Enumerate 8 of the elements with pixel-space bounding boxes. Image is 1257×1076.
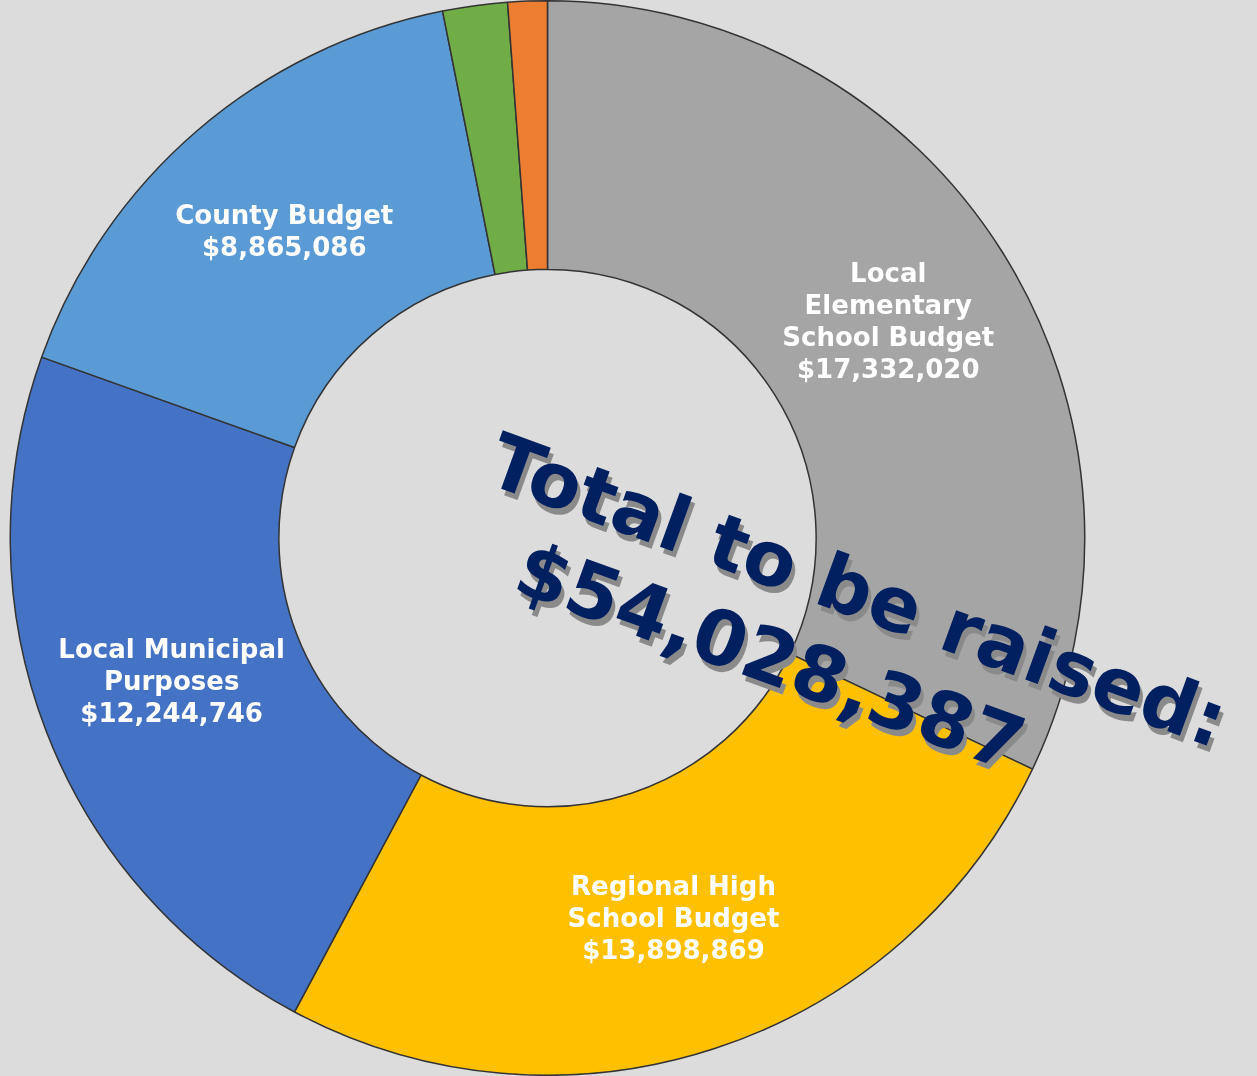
data-label: $17,332,020 bbox=[796, 353, 980, 384]
slice-label: Regional High School Budget bbox=[567, 871, 780, 934]
data-label: $8,865,086 bbox=[202, 231, 367, 262]
slice-label: Local Elementary School Budget bbox=[782, 257, 995, 352]
slice-label: County Budget bbox=[175, 199, 394, 230]
data-label: $12,244,746 bbox=[80, 697, 263, 728]
slice-label: Local Municipal Purposes bbox=[58, 633, 285, 696]
data-label: $13,898,869 bbox=[582, 935, 765, 966]
